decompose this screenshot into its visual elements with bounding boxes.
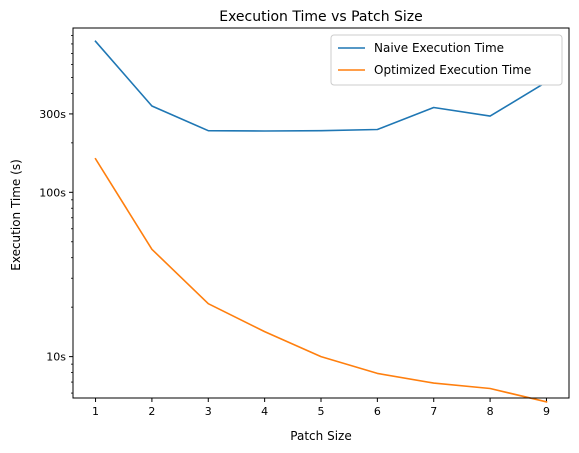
y-axis-label: Execution Time (s) xyxy=(9,159,23,271)
y-tick-label: 300s xyxy=(39,108,66,121)
x-tick-label: 6 xyxy=(374,405,381,418)
plot-area: 1 2 3 4 5 6 7 8 9 10s 100s 300s xyxy=(39,35,550,418)
x-tick-label: 7 xyxy=(430,405,437,418)
chart-title: Execution Time vs Patch Size xyxy=(219,9,423,25)
x-tick-label: 9 xyxy=(543,405,550,418)
series-line-naive xyxy=(94,40,548,132)
legend-label: Naive Execution Time xyxy=(374,41,504,55)
legend-label: Optimized Execution Time xyxy=(374,63,531,77)
y-tick-label: 100s xyxy=(39,186,66,199)
x-tick-label: 8 xyxy=(487,405,494,418)
x-tick-label: 3 xyxy=(205,405,212,418)
x-tick-label: 2 xyxy=(148,405,155,418)
legend-box xyxy=(330,34,563,86)
legend: Naive Execution Time Optimized Execution … xyxy=(330,34,563,86)
x-tick-label: 4 xyxy=(261,405,268,418)
series-line-optimized xyxy=(94,157,548,403)
x-tick-label: 5 xyxy=(318,405,325,418)
plot-frame xyxy=(72,27,570,399)
y-tick-label: 10s xyxy=(46,351,66,364)
x-tick-label: 1 xyxy=(92,405,99,418)
x-axis-label: Patch Size xyxy=(290,429,351,443)
